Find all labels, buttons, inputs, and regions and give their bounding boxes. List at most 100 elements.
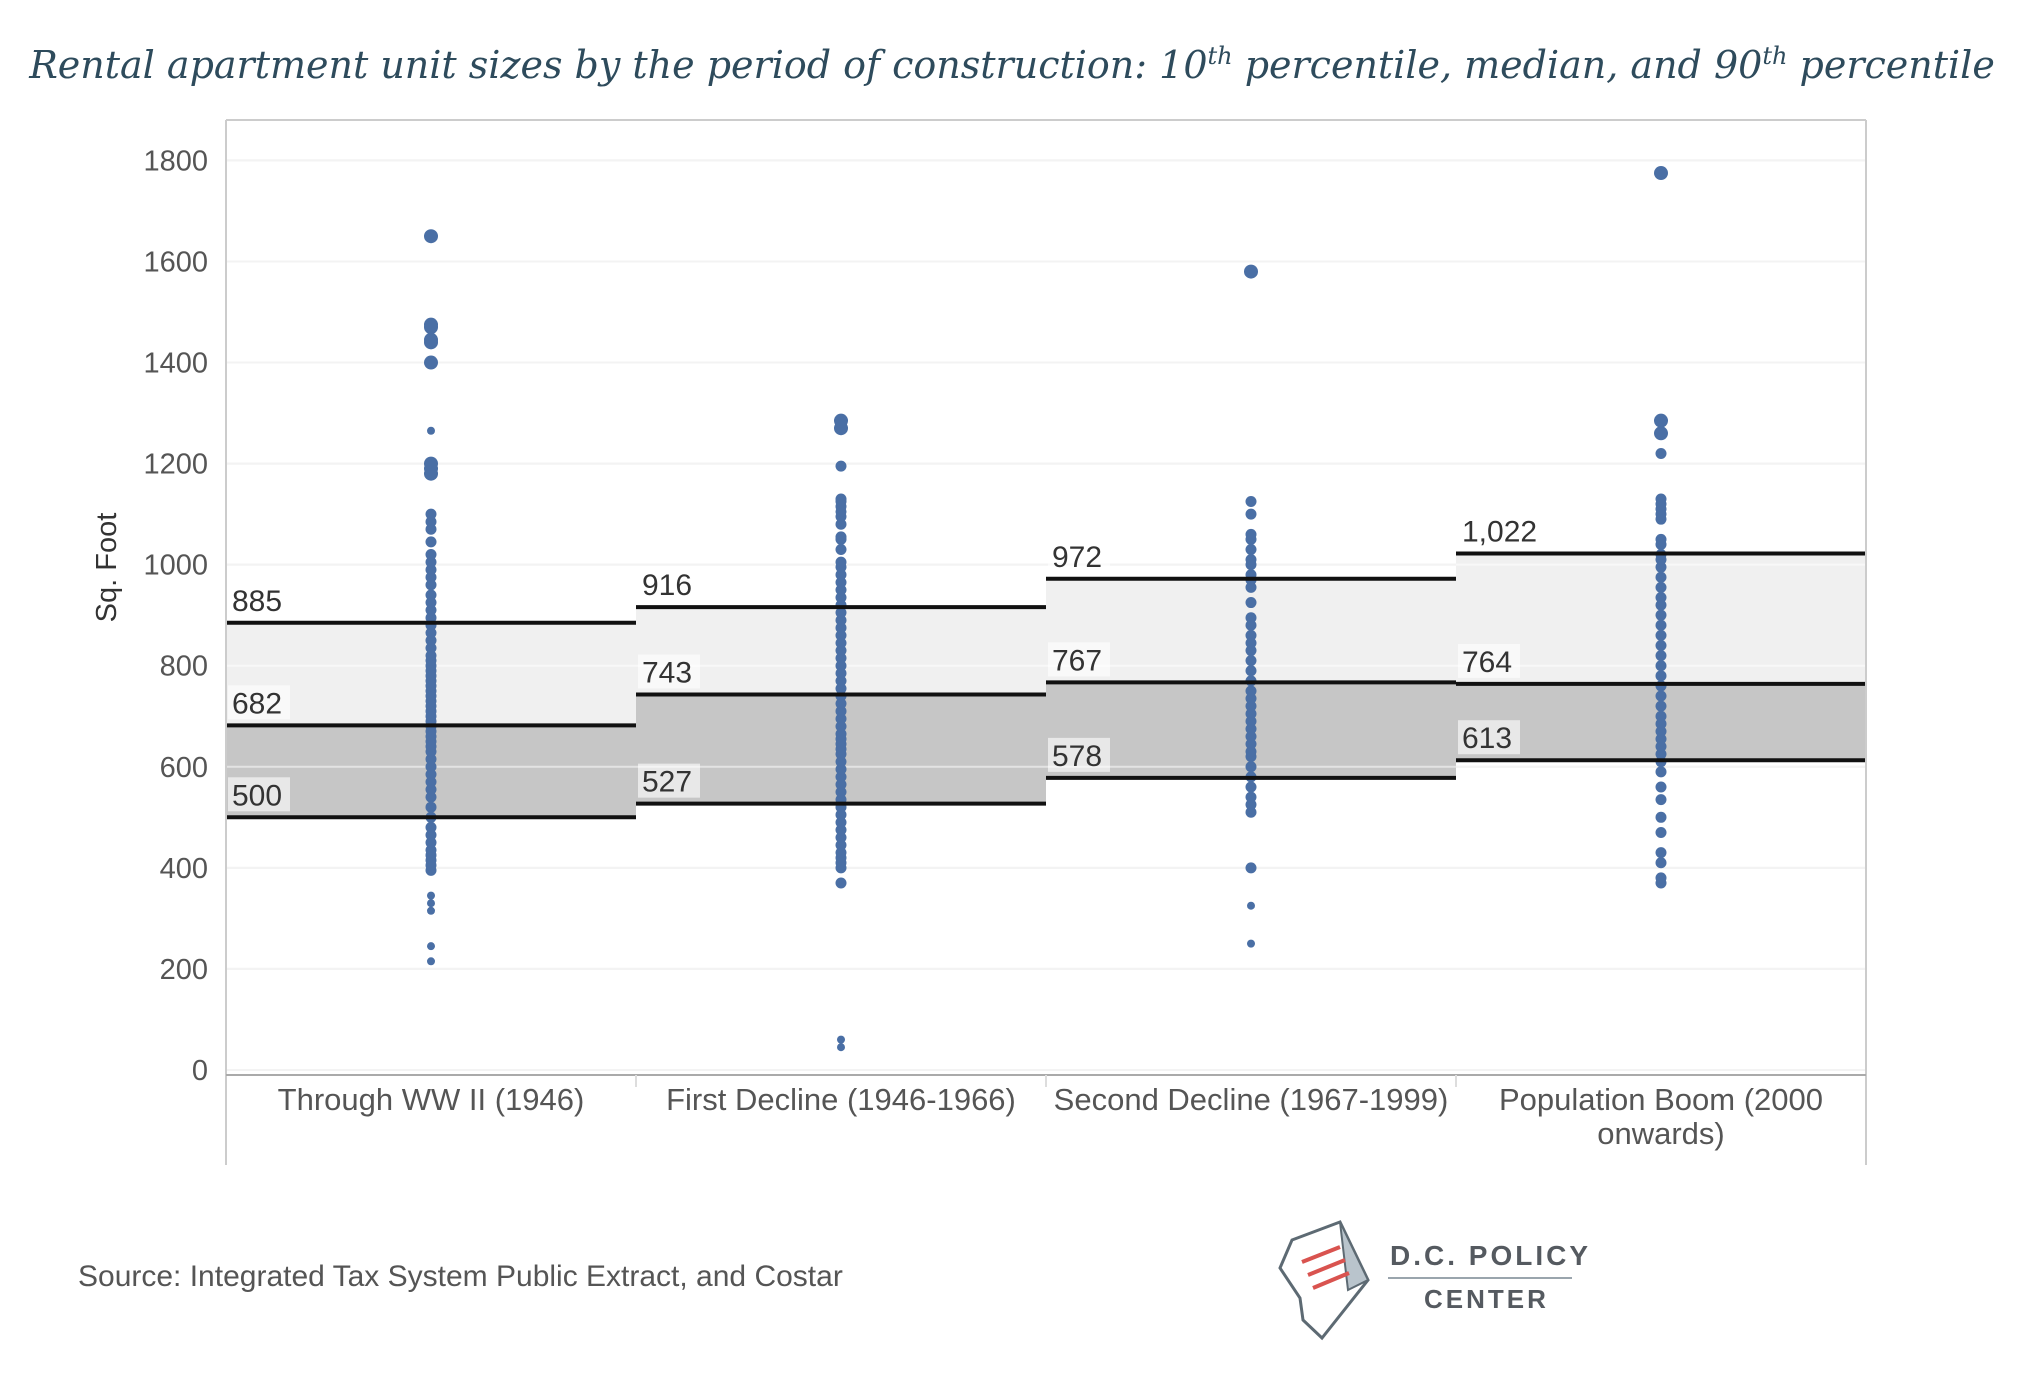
- logo-line-1: D.C. POLICY: [1390, 1240, 1591, 1271]
- y-tick-label: 400: [160, 853, 208, 885]
- y-tick-label: 1200: [143, 449, 208, 481]
- data-point: [425, 784, 437, 796]
- data-point: [425, 549, 437, 561]
- data-point: [1247, 901, 1255, 910]
- data-point: [1245, 806, 1257, 818]
- data-point: [1655, 710, 1667, 722]
- data-point: [835, 460, 847, 472]
- data-point: [1245, 581, 1257, 593]
- p10-label-bg: [228, 777, 290, 812]
- data-point: [835, 728, 847, 740]
- data-point: [1245, 708, 1257, 720]
- data-point: [425, 791, 437, 803]
- data-point: [835, 660, 847, 672]
- y-axis-title: Sq. Foot: [91, 513, 123, 623]
- data-point: [425, 556, 437, 568]
- data-point: [835, 629, 847, 641]
- data-point: [835, 832, 847, 844]
- data-point: [835, 622, 847, 634]
- data-point: [1655, 826, 1667, 838]
- data-point: [835, 614, 847, 626]
- data-point: [1245, 508, 1257, 520]
- data-point: [1655, 670, 1667, 682]
- data-point: [427, 957, 435, 966]
- data-point: [835, 713, 847, 725]
- median-label-bg: [1458, 643, 1520, 678]
- data-point: [835, 518, 847, 530]
- data-point: [425, 844, 437, 856]
- data-point: [1245, 723, 1257, 735]
- data-point: [1245, 791, 1257, 803]
- median-label: 764: [1462, 646, 1512, 679]
- logo-line-2: CENTER: [1424, 1284, 1549, 1314]
- data-point: [424, 317, 438, 332]
- data-point: [1247, 939, 1255, 948]
- data-point: [835, 824, 847, 836]
- data-point: [835, 756, 847, 768]
- data-point: [425, 508, 437, 520]
- data-point: [425, 597, 437, 609]
- data-point: [1655, 811, 1667, 823]
- data-point: [1655, 660, 1667, 672]
- data-point: [835, 667, 847, 679]
- p90-label: 885: [232, 585, 282, 618]
- data-point: [835, 839, 847, 851]
- p90-label: 972: [1052, 541, 1102, 574]
- data-point: [835, 576, 847, 588]
- data-point: [835, 720, 847, 732]
- data-point: [1655, 640, 1667, 652]
- data-point: [424, 456, 438, 471]
- p90-label: 1,022: [1462, 516, 1537, 549]
- data-point: [425, 604, 437, 616]
- y-tick-label: 1400: [143, 348, 208, 380]
- data-point: [425, 829, 437, 841]
- data-point: [1245, 554, 1257, 566]
- dc-policy-center-logo: D.C. POLICY CENTER: [1278, 1220, 1591, 1341]
- p10-label-bg: [1048, 737, 1110, 772]
- chart-title: Rental apartment unit sizes by the perio…: [28, 42, 1995, 87]
- data-point: [1245, 495, 1257, 507]
- p10-label: 500: [232, 779, 282, 812]
- data-point: [425, 589, 437, 601]
- data-point: [835, 556, 847, 568]
- data-point: [1655, 493, 1667, 505]
- data-point: [425, 634, 437, 646]
- x-category-label: Population Boom (2000 onwards): [1499, 1082, 1823, 1151]
- data-point: [424, 355, 438, 370]
- data-point: [835, 771, 847, 783]
- data-point: [1655, 725, 1667, 737]
- data-point: [835, 531, 847, 543]
- data-point: [425, 768, 437, 780]
- data-point: [425, 821, 437, 833]
- dc-map-icon: [1278, 1220, 1370, 1341]
- data-point: [1654, 426, 1668, 441]
- median-label: 767: [1052, 644, 1102, 677]
- data-point: [1655, 847, 1667, 859]
- data-point: [835, 778, 847, 790]
- data-point: [835, 847, 847, 859]
- y-tick-label: 1800: [143, 145, 208, 177]
- data-point: [1655, 571, 1667, 583]
- data-point: [1655, 748, 1667, 760]
- data-point: [425, 579, 437, 591]
- x-category-label: Second Decline (1967-1999): [1054, 1082, 1449, 1117]
- p90-label-bg: [638, 567, 700, 602]
- data-point: [427, 906, 435, 915]
- data-point: [1655, 561, 1667, 573]
- data-point: [425, 642, 437, 654]
- p10-label: 578: [1052, 740, 1102, 773]
- p10-label: 527: [642, 766, 692, 799]
- y-tick-label: 200: [160, 954, 208, 986]
- data-point: [835, 592, 847, 603]
- data-point: [425, 571, 437, 583]
- data-point: [1655, 781, 1667, 793]
- data-point: [1244, 264, 1258, 279]
- p90-label-bg: [228, 582, 290, 617]
- data-point: [425, 516, 437, 528]
- data-point: [1655, 581, 1667, 593]
- data-point: [1655, 629, 1667, 641]
- data-point: [425, 612, 437, 624]
- data-point: [1245, 665, 1257, 677]
- data-point: [835, 682, 847, 694]
